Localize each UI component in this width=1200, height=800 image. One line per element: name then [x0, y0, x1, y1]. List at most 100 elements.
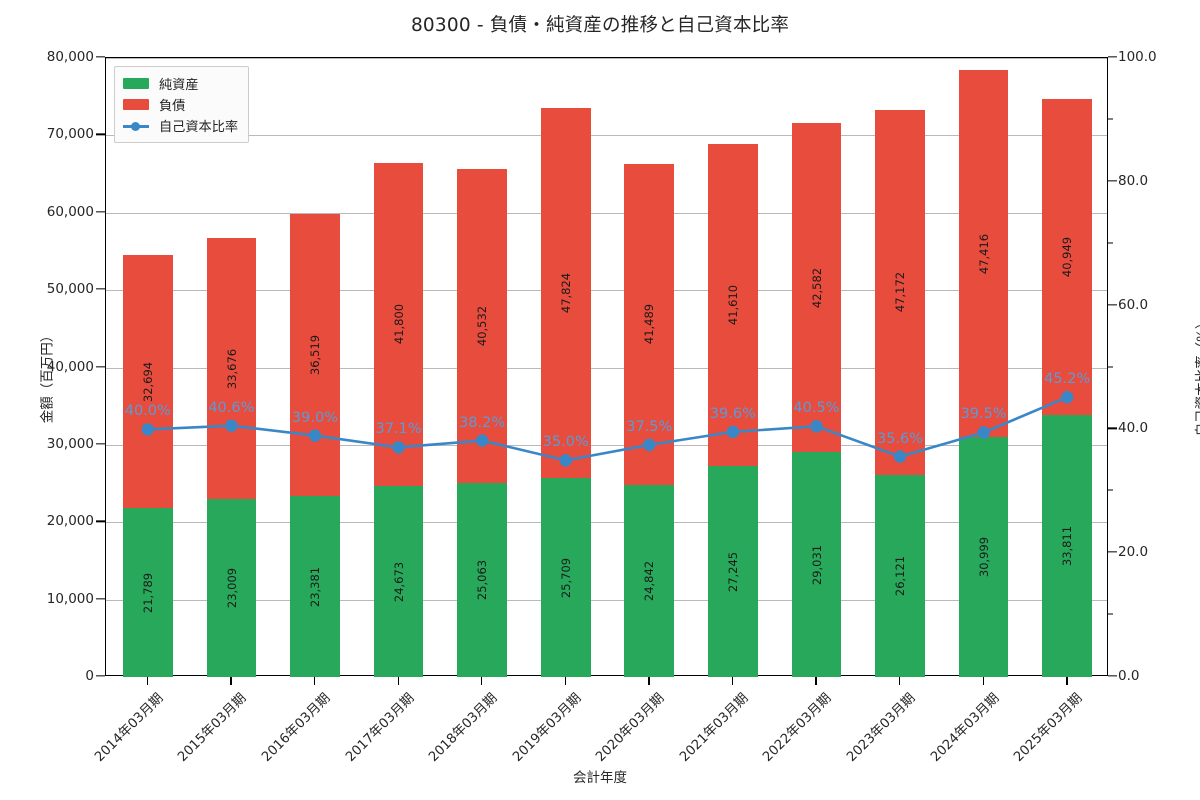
y-axis-left-tick-mark — [96, 597, 105, 600]
gridline — [106, 599, 1107, 601]
bar-net-assets[interactable] — [708, 466, 758, 677]
legend-label-liabilities: 負債 — [159, 99, 186, 114]
x-axis-tick-mark — [313, 676, 316, 685]
bar-net-assets[interactable] — [206, 498, 257, 677]
y-axis-right-minor-tick — [1108, 613, 1113, 615]
bar-liabilities[interactable] — [708, 144, 758, 467]
bar-liabilities[interactable] — [791, 122, 842, 453]
ratio-point-marker[interactable] — [141, 423, 154, 436]
bar-net-assets[interactable] — [290, 496, 340, 677]
y-axis-left-tick-label: 10,000 — [46, 590, 94, 607]
x-axis-tick-label: 2023年03月期 — [844, 690, 919, 766]
bar-net-assets[interactable] — [373, 486, 424, 677]
y-axis-left-label: 金額（百万円） — [39, 328, 56, 424]
ratio-point-marker[interactable] — [726, 425, 740, 439]
x-axis-tick-mark — [899, 676, 901, 685]
ratio-value-label: 39.5% — [960, 406, 1007, 423]
legend-label-net-assets: 純資産 — [159, 78, 199, 93]
bar-net-assets[interactable] — [122, 508, 173, 677]
bar-liabilities[interactable] — [540, 108, 591, 479]
ratio-value-label: 37.5% — [626, 418, 673, 435]
ratio-value-label: 35.0% — [542, 434, 589, 451]
bar-liabilities[interactable] — [457, 169, 507, 484]
legend-label-equity-ratio: 自己資本比率 — [159, 120, 239, 135]
ratio-value-label: 35.6% — [876, 430, 924, 447]
x-axis-tick-mark — [230, 676, 232, 685]
bar-liabilities[interactable] — [373, 162, 424, 487]
ratio-value-label: 40.5% — [793, 400, 840, 417]
y-axis-left-tick-label: 70,000 — [46, 126, 94, 143]
ratio-point-marker[interactable] — [810, 420, 823, 433]
bar-net-assets[interactable] — [875, 474, 925, 677]
gridline — [106, 135, 1107, 137]
y-axis-right-tick-label: 20.0 — [1118, 544, 1149, 561]
y-axis-left-tick-mark — [96, 56, 105, 58]
y-axis-left-tick-label: 0 — [85, 668, 94, 684]
legend-swatch-red — [123, 99, 149, 110]
bar-liabilities[interactable] — [290, 213, 340, 497]
ratio-markers — [141, 391, 1074, 467]
gridline — [106, 58, 1107, 59]
legend-line-marker-icon — [123, 120, 149, 131]
y-axis-right-minor-tick — [1108, 366, 1113, 367]
gridline — [106, 212, 1107, 214]
ratio-value-label: 37.1% — [375, 421, 422, 438]
ratio-point-marker[interactable] — [308, 429, 322, 442]
y-axis-right-tick-label: 80.0 — [1118, 172, 1149, 189]
y-axis-left-tick-label: 60,000 — [46, 203, 94, 220]
y-axis-left-tick-mark — [96, 288, 105, 290]
y-axis-right-tick-mark — [1108, 303, 1117, 306]
bar-liabilities[interactable] — [624, 163, 675, 485]
bar-net-assets[interactable] — [791, 452, 842, 677]
x-axis-tick-label: 2024年03月期 — [927, 690, 1003, 766]
legend-item-net-assets[interactable]: 純資産 — [123, 73, 238, 94]
y-axis-left-tick-mark — [96, 365, 105, 368]
ratio-value-label: 39.6% — [709, 405, 756, 422]
bar-liabilities[interactable] — [206, 238, 257, 499]
legend-item-equity-ratio[interactable]: 自己資本比率 — [123, 115, 238, 136]
ratio-point-marker[interactable] — [977, 426, 990, 439]
y-axis-right-minor-tick — [1108, 118, 1113, 120]
y-axis-right-tick-mark — [1108, 180, 1117, 182]
x-axis-tick-label: 2014年03月期 — [92, 690, 167, 766]
y-axis-right-tick-mark — [1108, 551, 1117, 553]
gridline — [106, 522, 1107, 524]
ratio-value-label: 40.6% — [208, 399, 255, 416]
bar-net-assets[interactable] — [457, 483, 507, 677]
bar-liabilities[interactable] — [958, 70, 1009, 438]
ratio-point-marker[interactable] — [392, 441, 405, 454]
x-axis-tick-label: 2016年03月期 — [259, 690, 334, 766]
bar-liabilities[interactable] — [122, 255, 173, 509]
chart-legend: 純資産 負債 自己資本比率 — [114, 66, 250, 143]
ratio-value-label: 38.2% — [459, 414, 506, 431]
y-axis-left-tick-label: 40,000 — [46, 358, 94, 375]
bar-liabilities[interactable] — [1042, 98, 1093, 416]
y-axis-right-tick-mark — [1108, 56, 1117, 58]
ratio-value-label: 39.0% — [291, 409, 338, 426]
y-axis-left-tick-mark — [96, 211, 105, 213]
y-axis-right-tick-label: 100.0 — [1118, 49, 1157, 65]
y-axis-right-tick-mark — [1108, 427, 1117, 430]
x-axis-tick-mark — [146, 676, 149, 685]
ratio-point-marker[interactable] — [643, 438, 656, 452]
gridline — [106, 367, 1107, 369]
legend-item-liabilities[interactable]: 負債 — [123, 94, 238, 115]
ratio-point-marker[interactable] — [893, 450, 907, 463]
ratio-point-marker[interactable] — [559, 454, 572, 467]
ratio-point-marker[interactable] — [1061, 391, 1074, 404]
y-axis-right-minor-tick — [1108, 489, 1113, 491]
ratio-point-marker[interactable] — [475, 434, 489, 447]
bar-net-assets[interactable] — [1042, 415, 1093, 677]
bar-net-assets[interactable] — [624, 484, 675, 677]
x-axis-tick-label: 2015年03月期 — [175, 690, 250, 766]
bar-net-assets[interactable] — [958, 437, 1009, 677]
y-axis-right-tick-label: 40.0 — [1118, 420, 1149, 437]
y-axis-left-tick-label: 30,000 — [46, 435, 94, 452]
bar-liabilities[interactable] — [875, 109, 925, 475]
y-axis-right-tick-label: 60.0 — [1118, 296, 1149, 313]
ratio-point-marker[interactable] — [225, 419, 238, 432]
gridline — [106, 444, 1107, 446]
y-axis-right-tick-mark — [1108, 675, 1117, 677]
bar-net-assets[interactable] — [540, 478, 591, 677]
x-axis-tick-label: 2022年03月期 — [760, 690, 835, 766]
